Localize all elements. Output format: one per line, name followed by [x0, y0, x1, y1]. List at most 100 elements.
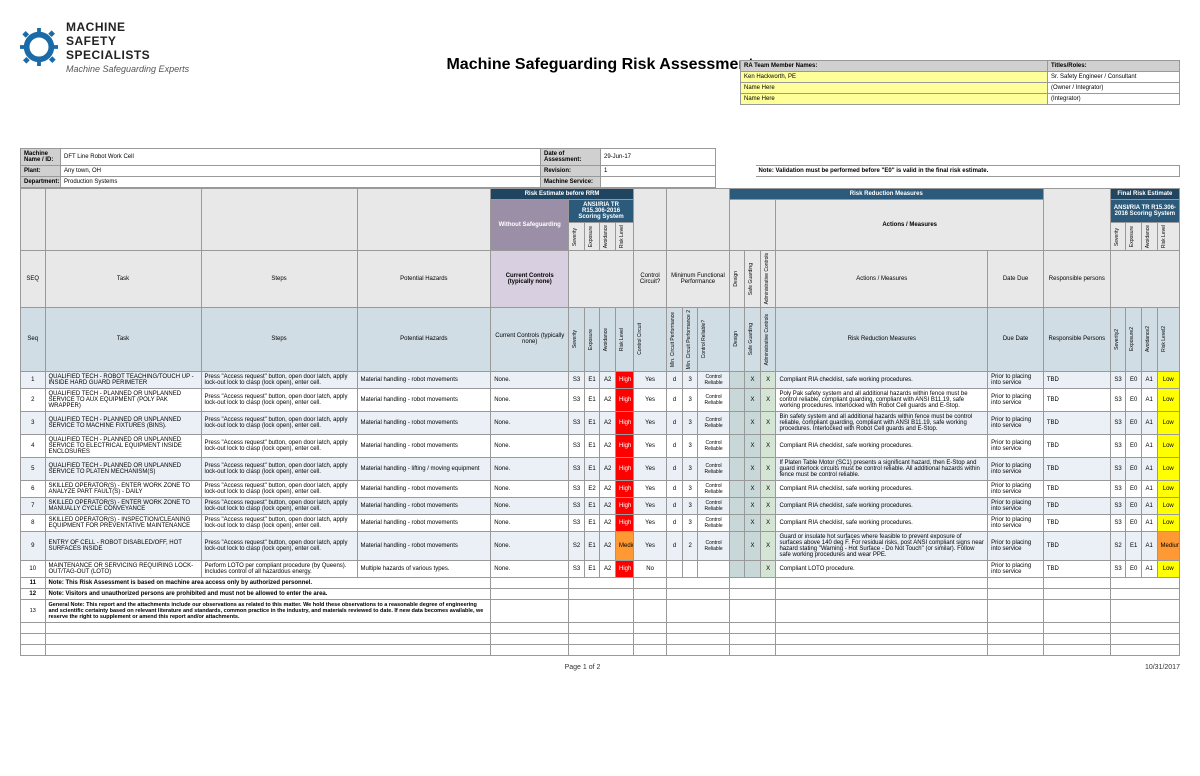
- date-lbl: Date of Assessment:: [541, 149, 601, 166]
- table-row: 2QUALIFIED TECH - PLANNED OR UNPLANNED S…: [21, 388, 1180, 411]
- sh-seq: Seq: [21, 307, 46, 371]
- risk-table: Risk Estimate before RRM Risk Reduction …: [20, 188, 1180, 656]
- team-titles-hdr: Titles/Roles:: [1048, 61, 1180, 72]
- machine-val: DFT Line Robot Work Cell: [61, 149, 541, 166]
- sh-avo: Avoidance: [603, 328, 609, 351]
- ansi-band: ANSI/RIA TR R15.306-2016 Scoring System: [569, 200, 634, 223]
- band-rrm: Risk Estimate before RRM: [491, 189, 634, 200]
- sh-due: Due Date: [988, 307, 1044, 371]
- empty-row: [21, 644, 1180, 655]
- col-exp: Exposure: [588, 226, 594, 247]
- date-val: 29-Jun-17: [601, 149, 716, 166]
- sh-rl: Risk Level: [619, 328, 625, 351]
- sh-ad: Administrative Controls: [764, 314, 770, 365]
- table-row: 10MAINTENANCE OR SERVICING REQUIRING LOC…: [21, 560, 1180, 577]
- col-seq: [21, 189, 46, 251]
- team-title-2: (Integrator): [1048, 94, 1180, 105]
- team-title-0: Sr. Safety Engineer / Consultant: [1048, 72, 1180, 83]
- col-sev: Severity: [572, 228, 578, 246]
- empty-row: [21, 633, 1180, 644]
- band-final: Final Risk Estimate: [1110, 189, 1179, 200]
- col-sev2: Severity: [1114, 228, 1120, 246]
- h-task: Task: [45, 251, 201, 307]
- team-name-0: Ken Hackworth, PE: [741, 72, 1048, 83]
- col-task-sp: [45, 189, 201, 251]
- table-row: 9ENTRY OF CELL - ROBOT DISABLED/OFF, HOT…: [21, 531, 1180, 560]
- dept-lbl: Department:: [21, 177, 61, 188]
- footer-page: Page 1 of 2: [565, 664, 601, 671]
- team-name-2: Name Here: [741, 94, 1048, 105]
- sh-steps: Steps: [201, 307, 357, 371]
- sh-exp: Exposure: [588, 329, 594, 350]
- ansi-band2: ANSI/RIA TR R15.306-2016 Scoring System: [1110, 200, 1179, 223]
- logo-line1: MACHINE: [66, 20, 126, 34]
- sh-rrm: Risk Reduction Measures: [776, 307, 988, 371]
- dept-val: Production Systems: [61, 177, 541, 188]
- h-cc: Control Circuit?: [633, 251, 666, 307]
- h-hazards: Potential Hazards: [357, 251, 491, 307]
- team-names-hdr: RA Team Member Names:: [741, 61, 1048, 72]
- rev-lbl: Revision:: [541, 166, 601, 177]
- svc-val: [601, 177, 716, 188]
- table-row: 1QUALIFIED TECH - ROBOT TEACHING/TOUCH U…: [21, 371, 1180, 388]
- sh-ctrl: Current Controls (typically none): [491, 307, 569, 371]
- h-sg: Safe Guarding: [748, 263, 754, 295]
- col-avo: Avoidance: [603, 225, 609, 248]
- col-actions: Actions / Measures: [776, 200, 1043, 251]
- footer-date: 10/31/2017: [1145, 664, 1180, 671]
- h-due: Date Due: [988, 251, 1044, 307]
- table-row: 8SKILLED OPERATOR(S) - INSPECTION/CLEANI…: [21, 514, 1180, 531]
- sh-mcp: Min. Circuit Performance: [670, 312, 676, 367]
- footer: Page 1 of 2 10/31/2017: [20, 664, 1180, 671]
- sh-s2: Severity2: [1114, 329, 1120, 350]
- table-row: 6SKILLED OPERATOR(S) - ENTER WORK ZONE T…: [21, 480, 1180, 497]
- table-row: 7SKILLED OPERATOR(S) - ENTER WORK ZONE T…: [21, 497, 1180, 514]
- team-title-1: (Owner / Integrator): [1048, 83, 1180, 94]
- sh-haz: Potential Hazards: [357, 307, 491, 371]
- validation-note: Note: Validation must be performed befor…: [756, 166, 1180, 177]
- plant-lbl: Plant:: [21, 166, 61, 177]
- col-rl2: Risk Level: [1161, 225, 1167, 248]
- col-avo2: Avoidance: [1145, 225, 1151, 248]
- general-note-row: 13General Note: This report and the atta…: [21, 599, 1180, 622]
- col-steps-sp: [201, 189, 357, 251]
- col-rl: Risk Level: [619, 225, 625, 248]
- team-name-1: Name Here: [741, 83, 1048, 94]
- empty-row: [21, 622, 1180, 633]
- svc-lbl: Machine Service:: [541, 177, 601, 188]
- h-design: Design: [733, 271, 739, 287]
- note-row: 12Note: Visitors and unauthorized person…: [21, 588, 1180, 599]
- sh-cr: Control Reliable?: [701, 320, 707, 358]
- h-mfp: Minimum Functional Performance: [667, 251, 729, 307]
- sh-e2: Exposure2: [1129, 327, 1135, 351]
- h-steps: Steps: [201, 251, 357, 307]
- band-measures: Risk Reduction Measures: [729, 189, 1043, 200]
- meta-table: Machine Name / ID: DFT Line Robot Work C…: [20, 148, 1180, 188]
- h-controls: Current Controls (typically none): [491, 251, 569, 307]
- sh-resp: Responsible Persons: [1043, 307, 1110, 371]
- sh-sg: Safe Guarding: [748, 323, 754, 355]
- h-seq: SEQ: [21, 251, 46, 307]
- machine-lbl: Machine Name / ID:: [21, 149, 61, 166]
- table-row: 3QUALIFIED TECH - PLANNED OR UNPLANNED S…: [21, 411, 1180, 434]
- h-admin: Administrative Controls: [764, 253, 770, 304]
- sh-cc: Control Circuit: [637, 323, 643, 355]
- note-row: 11Note: This Risk Assessment is based on…: [21, 577, 1180, 588]
- col-exp2: Exposure: [1129, 226, 1135, 247]
- sh-mcp2: Min. Circuit Performance 2: [686, 310, 692, 369]
- table-row: 4QUALIFIED TECH - PLANNED OR UNPLANNED S…: [21, 434, 1180, 457]
- rev-val: 1: [601, 166, 716, 177]
- without-safeguard: Without Safeguarding: [491, 200, 569, 251]
- sh-task: Task: [45, 307, 201, 371]
- logo-line2: SAFETY: [66, 34, 116, 48]
- plant-val: Any town, OH: [61, 166, 541, 177]
- sh-rl2: Risk Level2: [1161, 326, 1167, 352]
- sh-d: Design: [733, 331, 739, 347]
- h-actions: Actions / Measures: [776, 251, 988, 307]
- col-haz-sp: [357, 189, 491, 251]
- h-resp: Responsible persons: [1043, 251, 1110, 307]
- sh-sev: Severity: [572, 330, 578, 348]
- table-row: 5QUALIFIED TECH - PLANNED OR UNPLANNED S…: [21, 457, 1180, 480]
- sh-a2: Avoidance2: [1145, 326, 1151, 352]
- team-table: RA Team Member Names:Titles/Roles: Ken H…: [740, 60, 1180, 105]
